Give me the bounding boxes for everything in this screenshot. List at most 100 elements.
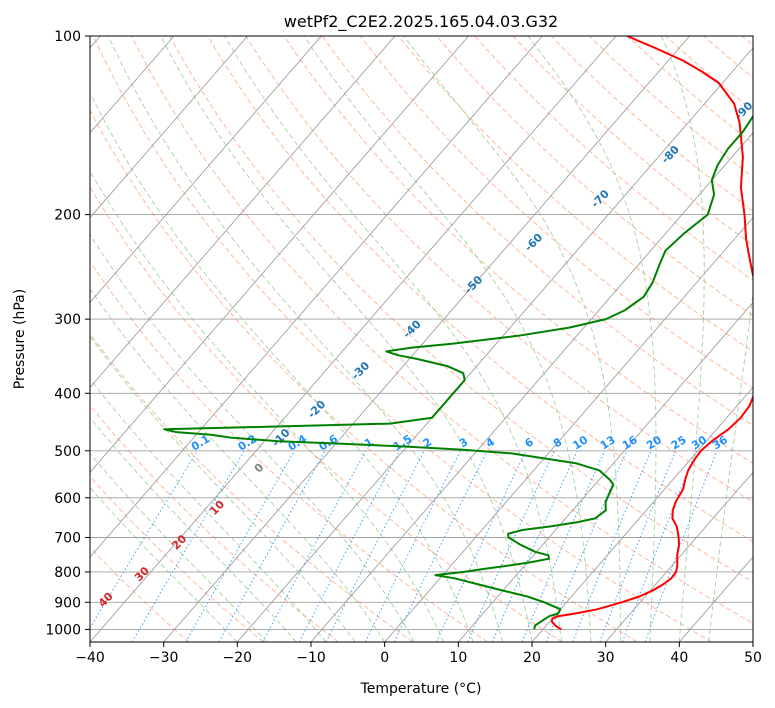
dry-adiabat-line bbox=[245, 36, 753, 503]
y-tick-label: 1000 bbox=[45, 622, 81, 638]
mixing-ratio-label: 10 bbox=[570, 433, 590, 452]
x-axis-label: Temperature (°C) bbox=[360, 681, 482, 697]
moist-adiabat-line bbox=[527, 36, 657, 642]
dry-adiabat-label: -20 bbox=[305, 398, 328, 421]
mixing-ratio-line bbox=[298, 450, 400, 642]
dry-adiabat-line bbox=[512, 36, 753, 246]
isotherm-line bbox=[90, 36, 396, 389]
moist-adiabat-line bbox=[90, 91, 474, 642]
mixing-ratio-line bbox=[599, 450, 677, 642]
dry-adiabat-line bbox=[90, 260, 488, 642]
y-tick-label: 500 bbox=[54, 444, 81, 460]
y-tick-label: 600 bbox=[54, 491, 81, 507]
dry-adiabat-line bbox=[169, 36, 753, 583]
dry-adiabat-line bbox=[398, 36, 753, 353]
mixing-ratio-label: 4 bbox=[484, 435, 498, 450]
x-tick-label: −10 bbox=[296, 650, 326, 666]
moist-adiabat-line bbox=[660, 36, 705, 642]
mixing-ratio-line bbox=[90, 450, 198, 630]
isotherm-line bbox=[752, 641, 753, 642]
y-axis-label: Pressure (hPa) bbox=[12, 289, 28, 389]
dry-adiabat-label: -80 bbox=[659, 143, 682, 166]
x-tick-label: −40 bbox=[75, 650, 105, 666]
isotherm-line bbox=[531, 386, 753, 642]
isotherm-line bbox=[90, 36, 322, 304]
moist-adiabat-line bbox=[403, 36, 621, 642]
dry-adiabat-label: -50 bbox=[462, 273, 485, 296]
dewpoint-profile-line bbox=[163, 114, 753, 630]
dry-adiabat-line bbox=[90, 333, 414, 642]
isotherm-line bbox=[457, 301, 753, 642]
dry-adiabat-label: 30 bbox=[132, 564, 152, 584]
y-tick-label: 900 bbox=[54, 595, 81, 611]
x-tick-label: 30 bbox=[597, 650, 615, 666]
mixing-ratio-line bbox=[262, 450, 367, 642]
isotherm-line bbox=[384, 216, 753, 642]
background-lines bbox=[90, 36, 753, 642]
dry-adiabat-label: -40 bbox=[401, 317, 424, 340]
moist-adiabat-line bbox=[90, 486, 238, 642]
mixing-ratio-line bbox=[364, 450, 461, 642]
y-tick-label: 800 bbox=[54, 565, 81, 581]
chart-title: wetPf2_C2E2.2025.165.04.03.G32 bbox=[284, 12, 558, 32]
isotherm-line bbox=[90, 36, 543, 558]
x-tick-label: −20 bbox=[223, 650, 253, 666]
y-tick-label: 400 bbox=[54, 386, 81, 402]
temperature-profile-line bbox=[550, 36, 753, 631]
mixing-ratio-label: 25 bbox=[669, 433, 689, 452]
y-tick-label: 700 bbox=[54, 531, 81, 547]
dry-adiabat-line bbox=[90, 109, 638, 642]
dry-adiabat-line bbox=[283, 36, 753, 465]
mixing-ratio-line bbox=[545, 450, 628, 642]
mixing-ratio-label: 0.2 bbox=[236, 432, 259, 453]
mixing-ratio-line bbox=[218, 450, 326, 642]
mixing-ratio-label: 3 bbox=[457, 435, 470, 450]
dry-adiabat-line bbox=[360, 36, 753, 389]
x-tick-label: 10 bbox=[449, 650, 467, 666]
x-tick-label: 50 bbox=[744, 650, 762, 666]
series-layer bbox=[163, 36, 753, 631]
isotherm-line bbox=[90, 36, 248, 219]
moist-adiabat-line bbox=[90, 288, 386, 642]
dry-adiabat-line bbox=[436, 36, 753, 317]
mixing-ratio-label: 1 bbox=[362, 435, 375, 450]
mixing-ratio-label: 13 bbox=[598, 433, 618, 452]
isotherm-line bbox=[236, 47, 753, 642]
dry-adiabat-line bbox=[550, 36, 753, 212]
dry-adiabat-line bbox=[90, 404, 339, 642]
mixing-ratio-line bbox=[644, 450, 718, 642]
mixing-ratio-line bbox=[393, 450, 488, 642]
x-tick-label: 40 bbox=[670, 650, 688, 666]
dry-adiabat-label: -30 bbox=[349, 359, 372, 382]
moist-adiabat-line bbox=[90, 233, 415, 642]
dry-adiabat-line bbox=[90, 475, 264, 642]
mixing-ratio-line bbox=[621, 450, 697, 642]
y-tick-label: 300 bbox=[54, 312, 81, 328]
isotherm-line bbox=[310, 132, 753, 642]
dry-adiabat-line bbox=[321, 36, 753, 427]
moist-adiabat-line bbox=[160, 36, 533, 642]
dry-adiabat-line bbox=[90, 186, 563, 642]
mixing-ratio-label: 20 bbox=[644, 433, 664, 452]
moist-adiabat-line bbox=[90, 377, 327, 642]
dry-adiabat-line bbox=[474, 36, 753, 281]
isotherm-line bbox=[678, 556, 753, 642]
plot-frame bbox=[89, 35, 754, 643]
isotherm-line bbox=[90, 36, 469, 473]
x-tick-label: 0 bbox=[380, 650, 389, 666]
y-tick-label: 100 bbox=[54, 29, 81, 45]
dry-adiabat-label: 20 bbox=[169, 532, 189, 552]
axes-layer: −40 −30 −20 −10 0 10 20 30 40 5010020030040050060… bbox=[45, 29, 762, 666]
isotherm-line bbox=[90, 36, 617, 642]
dry-adiabat-line bbox=[665, 36, 753, 111]
moist-adiabat-line bbox=[303, 36, 592, 642]
dry-adiabat-label: 0 bbox=[252, 461, 267, 476]
isotherm-line bbox=[163, 36, 690, 642]
dry-adiabat-line bbox=[131, 36, 753, 624]
moist-adiabat-line bbox=[90, 416, 297, 642]
isotherm-line bbox=[605, 471, 753, 642]
x-tick-label: 20 bbox=[523, 650, 541, 666]
background-labels: 0.10.20.40.611.52346810131620253036-100-… bbox=[96, 99, 753, 610]
